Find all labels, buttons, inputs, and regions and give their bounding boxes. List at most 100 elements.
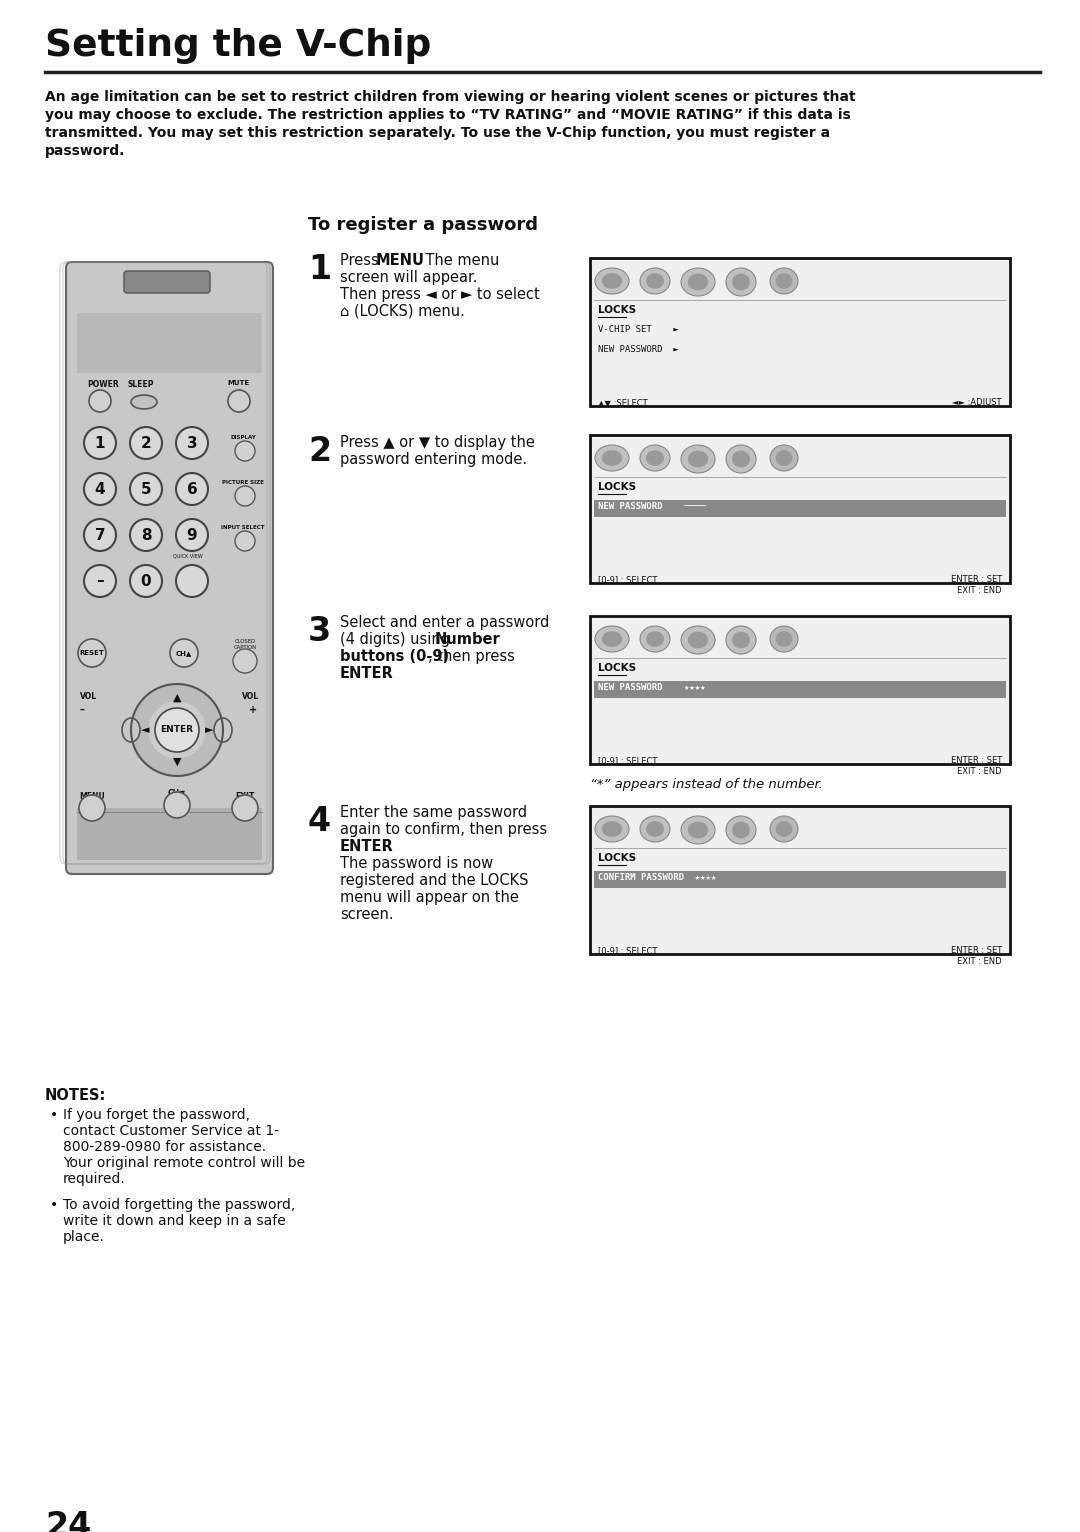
Bar	[77, 807, 262, 859]
Text: SLEEP: SLEEP	[127, 380, 153, 389]
Ellipse shape	[775, 821, 793, 836]
Text: ▲: ▲	[173, 692, 181, 703]
Circle shape	[235, 486, 255, 506]
Ellipse shape	[131, 395, 157, 409]
Ellipse shape	[732, 821, 750, 838]
Text: required.: required.	[63, 1172, 125, 1186]
Text: If you forget the password,: If you forget the password,	[63, 1108, 249, 1121]
Text: write it down and keep in a safe: write it down and keep in a safe	[63, 1213, 286, 1229]
Text: 1: 1	[95, 435, 105, 450]
Ellipse shape	[688, 450, 708, 467]
Circle shape	[176, 565, 208, 597]
Circle shape	[130, 427, 162, 460]
Ellipse shape	[732, 450, 750, 467]
Text: (4 digits) using: (4 digits) using	[340, 633, 455, 647]
Text: CH▼: CH▼	[168, 787, 186, 797]
Text: MUTE: MUTE	[228, 380, 251, 386]
Text: password.: password.	[45, 144, 125, 158]
Text: ◄: ◄	[140, 725, 149, 735]
Text: Enter the same password: Enter the same password	[340, 804, 527, 820]
Ellipse shape	[681, 268, 715, 296]
Text: CH▲: CH▲	[176, 650, 192, 656]
Text: To avoid forgetting the password,: To avoid forgetting the password,	[63, 1198, 295, 1212]
Text: ►: ►	[205, 725, 213, 735]
Ellipse shape	[214, 719, 232, 741]
Ellipse shape	[602, 821, 622, 836]
Text: MENU: MENU	[79, 792, 105, 801]
Text: An age limitation can be set to restrict children from viewing or hearing violen: An age limitation can be set to restrict…	[45, 90, 855, 104]
Text: 2: 2	[308, 435, 332, 467]
Text: To register a password: To register a password	[308, 216, 538, 234]
Ellipse shape	[646, 273, 664, 290]
Bar	[590, 435, 1010, 584]
Circle shape	[176, 473, 208, 506]
Text: Setting the V-Chip: Setting the V-Chip	[45, 28, 431, 64]
Ellipse shape	[595, 268, 629, 294]
Ellipse shape	[681, 444, 715, 473]
Circle shape	[232, 795, 258, 821]
Text: you may choose to exclude. The restriction applies to “TV RATING” and “MOVIE RAT: you may choose to exclude. The restricti…	[45, 107, 851, 123]
Ellipse shape	[681, 817, 715, 844]
Text: 4: 4	[95, 481, 106, 496]
Text: LOCKS: LOCKS	[598, 663, 636, 673]
Circle shape	[84, 473, 116, 506]
Text: Then press ◄ or ► to select: Then press ◄ or ► to select	[340, 286, 540, 302]
Text: ENTER: ENTER	[161, 726, 193, 734]
Circle shape	[84, 427, 116, 460]
Ellipse shape	[595, 817, 629, 843]
Text: [0-9] : SELECT: [0-9] : SELECT	[598, 945, 658, 954]
Text: LOCKS: LOCKS	[598, 483, 636, 492]
Text: V-CHIP SET    ►: V-CHIP SET ►	[598, 325, 678, 334]
Text: 2: 2	[140, 435, 151, 450]
Circle shape	[84, 565, 116, 597]
Circle shape	[235, 441, 255, 461]
Circle shape	[131, 683, 222, 777]
Text: MENU: MENU	[376, 253, 426, 268]
Text: menu will appear on the: menu will appear on the	[340, 890, 518, 905]
Text: 7: 7	[95, 527, 106, 542]
FancyBboxPatch shape	[66, 262, 273, 873]
Text: screen.: screen.	[340, 907, 393, 922]
Ellipse shape	[770, 444, 798, 470]
Text: transmitted. You may set this restriction separately. To use the V-Chip function: transmitted. You may set this restrictio…	[45, 126, 831, 139]
Text: again to confirm, then press: again to confirm, then press	[340, 823, 548, 836]
Text: 5: 5	[140, 481, 151, 496]
Text: ▼: ▼	[173, 757, 181, 768]
Text: Press ▲ or ▼ to display the: Press ▲ or ▼ to display the	[340, 435, 535, 450]
Ellipse shape	[646, 631, 664, 647]
Text: 24: 24	[45, 1511, 91, 1532]
Text: [0-9] : SELECT: [0-9] : SELECT	[598, 755, 658, 764]
Text: ENTER : SET
EXIT : END: ENTER : SET EXIT : END	[950, 945, 1002, 967]
Circle shape	[228, 391, 249, 412]
Text: [0-9] : SELECT: [0-9] : SELECT	[598, 574, 658, 584]
Text: , then press: , then press	[428, 650, 515, 663]
Bar	[590, 257, 1010, 406]
Ellipse shape	[640, 444, 670, 470]
Circle shape	[130, 565, 162, 597]
Text: CLOSED
CAPTION: CLOSED CAPTION	[233, 639, 257, 650]
Circle shape	[235, 532, 255, 552]
Ellipse shape	[688, 274, 708, 291]
Ellipse shape	[726, 268, 756, 296]
Ellipse shape	[602, 450, 622, 466]
Text: password entering mode.: password entering mode.	[340, 452, 527, 467]
Bar	[590, 616, 1010, 764]
Ellipse shape	[775, 273, 793, 290]
Ellipse shape	[770, 817, 798, 843]
Text: –: –	[96, 573, 104, 588]
Circle shape	[149, 702, 205, 758]
Circle shape	[164, 792, 190, 818]
Ellipse shape	[732, 631, 750, 648]
Text: 0: 0	[140, 573, 151, 588]
Text: 800-289-0980 for assistance.: 800-289-0980 for assistance.	[63, 1140, 266, 1154]
Text: 8: 8	[140, 527, 151, 542]
Ellipse shape	[726, 817, 756, 844]
Text: Your original remote control will be: Your original remote control will be	[63, 1157, 306, 1170]
Text: ◄► :ADJUST: ◄► :ADJUST	[953, 398, 1002, 408]
Ellipse shape	[688, 631, 708, 648]
Text: +: +	[249, 705, 257, 715]
Text: VOL: VOL	[242, 692, 259, 702]
Text: POWER: POWER	[87, 380, 119, 389]
Ellipse shape	[602, 631, 622, 647]
Ellipse shape	[595, 444, 629, 470]
